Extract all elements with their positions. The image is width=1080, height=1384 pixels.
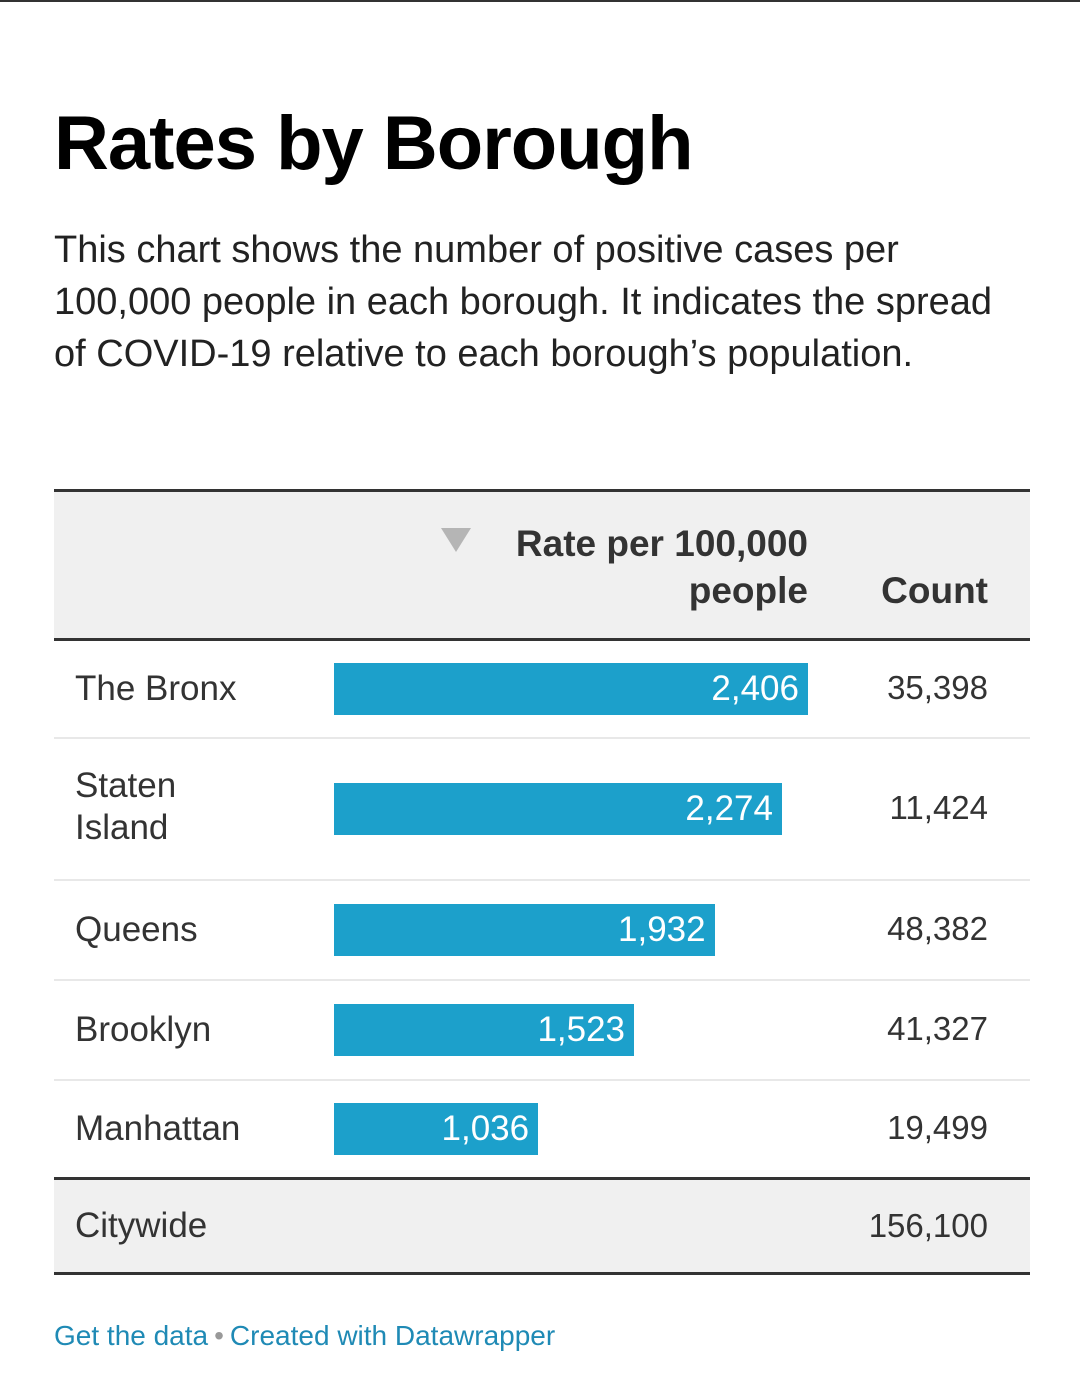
row-label: The Bronx — [75, 669, 237, 708]
table-header: Rate per 100,000 people Count — [54, 489, 1030, 641]
row-label: Staten Island — [75, 766, 177, 847]
row-label: Manhattan — [75, 1109, 241, 1148]
table-row: The Bronx 2,406 35,398 — [54, 641, 1030, 739]
total-label: Citywide — [75, 1206, 208, 1245]
column-header-count[interactable]: Count — [881, 570, 988, 611]
table-row: Queens 1,932 48,382 — [54, 881, 1030, 981]
row-count: 19,499 — [887, 1109, 988, 1146]
total-count: 156,100 — [868, 1207, 988, 1244]
table-row: Staten Island 2,274 11,424 — [54, 739, 1030, 881]
column-header-rate[interactable]: Rate per 100,000 people — [515, 523, 808, 611]
bar-value-label: 1,036 — [441, 1109, 530, 1148]
bar: 2,274 — [334, 783, 782, 835]
bar: 1,036 — [334, 1103, 539, 1155]
bar: 1,932 — [334, 904, 715, 956]
top-border — [0, 0, 1080, 2]
bar-value-label: 1,932 — [618, 910, 706, 949]
row-count: 48,382 — [887, 910, 988, 947]
bar: 1,523 — [334, 1004, 635, 1056]
bar-value-label: 1,523 — [537, 1010, 626, 1049]
get-the-data-link[interactable]: Get the data — [54, 1320, 209, 1351]
row-count: 11,424 — [889, 789, 988, 826]
table-row: Manhattan 1,036 19,499 — [54, 1081, 1030, 1177]
data-table: Rate per 100,000 people Count The Bronx 2… — [54, 489, 1030, 1275]
footer-separator: • — [214, 1320, 224, 1351]
sort-descending-icon[interactable] — [441, 528, 471, 552]
datawrapper-link[interactable]: Created with Datawrapper — [229, 1320, 556, 1351]
table-total-row: Citywide 156,100 — [54, 1177, 1030, 1275]
row-label: Queens — [75, 910, 198, 949]
table-body: The Bronx 2,406 35,398 Staten Island 2,274 11… — [54, 641, 1030, 1177]
table-row: Brooklyn 1,523 41,327 — [54, 981, 1030, 1081]
bar-value-label: 2,406 — [711, 669, 799, 708]
row-count: 41,327 — [887, 1010, 988, 1047]
footer: Get the data • Created with Datawrapper — [54, 1320, 555, 1352]
row-label: Brooklyn — [75, 1010, 212, 1049]
chart-description: This chart shows the number of positive … — [54, 229, 993, 375]
bar-value-label: 2,274 — [685, 789, 773, 828]
chart-title: Rates by Borough — [54, 101, 693, 186]
row-count: 35,398 — [887, 669, 988, 706]
bar: 2,406 — [334, 663, 808, 715]
